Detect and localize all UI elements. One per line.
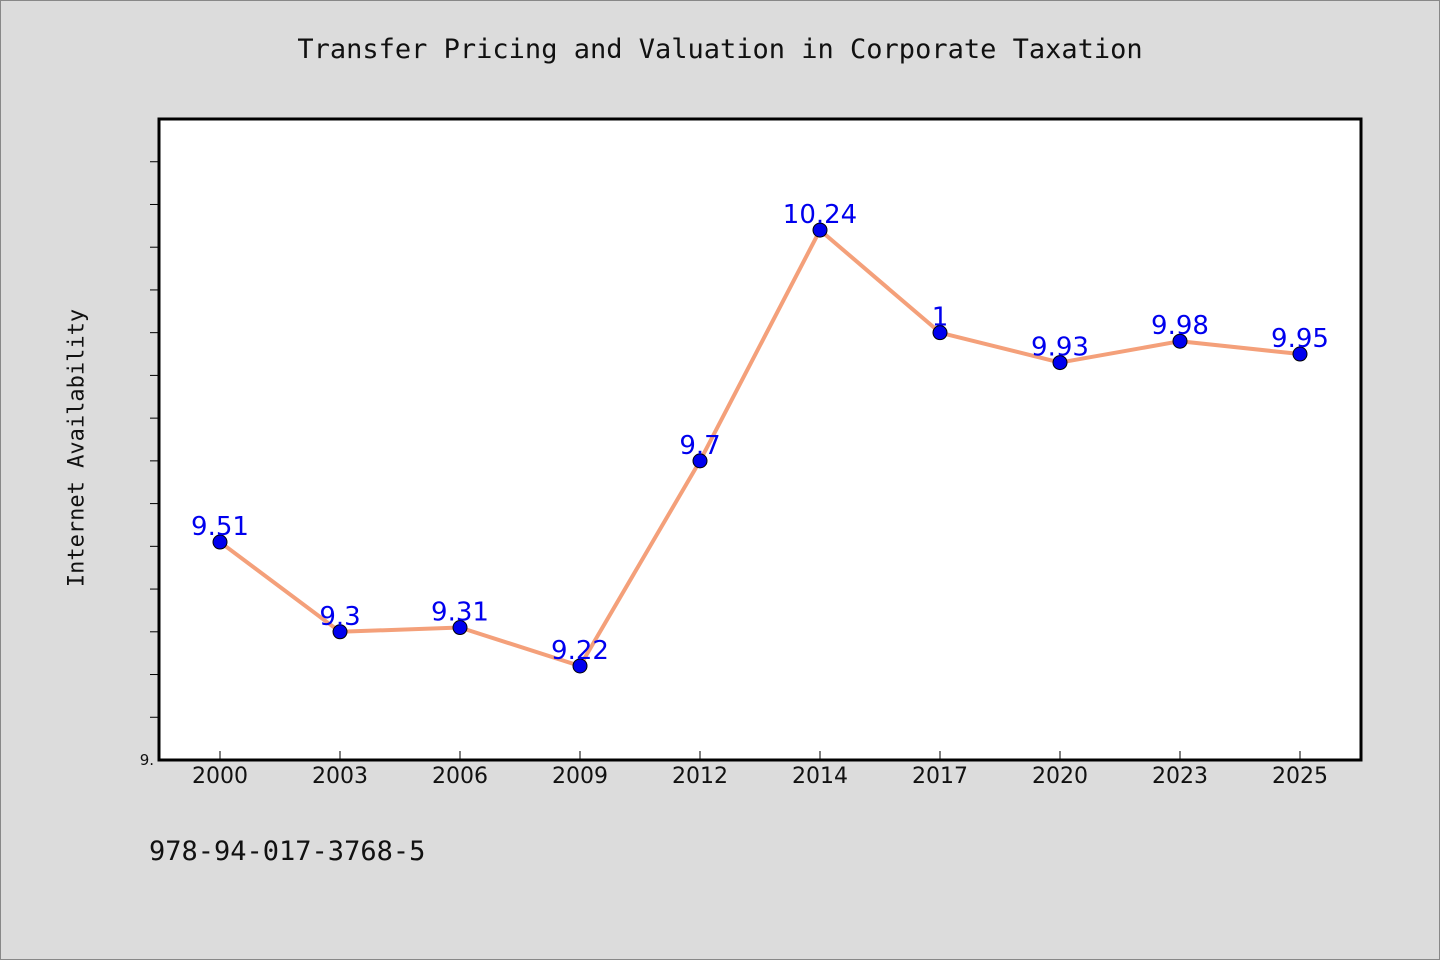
data-point — [812, 222, 828, 238]
x-tick-label: 2017 — [912, 764, 968, 789]
x-tick-label: 2014 — [792, 764, 848, 789]
x-tick-label: 2023 — [1152, 764, 1208, 789]
chart-title: Transfer Pricing and Valuation in Corpor… — [297, 34, 1143, 65]
data-label: 10.24 — [783, 200, 857, 230]
data-label: 9.22 — [551, 636, 609, 666]
plot-area — [157, 117, 1363, 762]
data-label: 9.98 — [1151, 311, 1209, 341]
data-label: 9.7 — [679, 431, 720, 461]
data-label: 9.93 — [1031, 333, 1089, 363]
data-point — [1292, 346, 1308, 362]
data-point — [692, 453, 708, 469]
data-point — [332, 624, 348, 640]
x-tick-label: 2020 — [1032, 764, 1088, 789]
data-point — [1052, 355, 1068, 371]
x-tick-label: 2012 — [672, 764, 728, 789]
x-tick-label: 2025 — [1272, 764, 1328, 789]
y-axis-ticks: 9. — [140, 161, 159, 769]
data-point — [932, 325, 948, 341]
x-tick-label: 2006 — [432, 764, 488, 789]
x-tick-label: 2009 — [552, 764, 608, 789]
data-point — [1172, 333, 1188, 349]
series-group: 9.51 9.3 9.31 9.22 9.7 10.24 1 9.93 9.98 9.95 — [191, 200, 1329, 674]
data-label: 9.51 — [191, 512, 249, 542]
x-tick-label: 2003 — [312, 764, 368, 789]
data-point — [452, 620, 468, 636]
footer-text: 978-94-017-3768-5 — [149, 836, 426, 867]
data-label: 9.95 — [1271, 324, 1329, 354]
series-line — [218, 228, 1301, 668]
data-label: 9.3 — [319, 602, 360, 632]
data-point — [572, 658, 588, 674]
y-tick-label: 9. — [140, 751, 154, 769]
data-label: 9.31 — [431, 598, 489, 628]
data-label: 1 — [932, 303, 949, 333]
data-point — [212, 534, 228, 550]
x-axis-ticks: 2000 2003 2006 2009 2012 2014 2017 2020 2023 2025 — [192, 751, 1328, 789]
x-tick-label: 2000 — [192, 764, 248, 789]
